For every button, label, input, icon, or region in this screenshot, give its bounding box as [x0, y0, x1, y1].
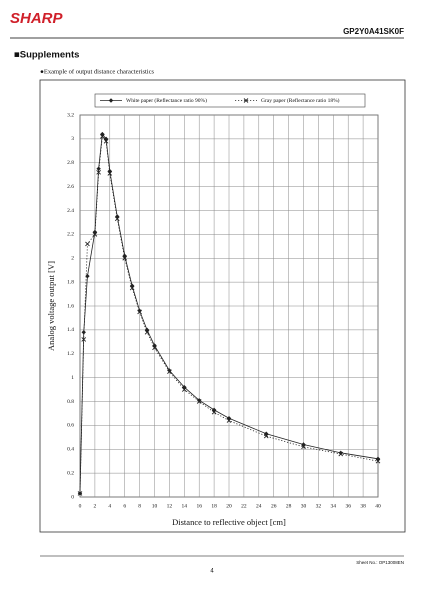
marker [100, 134, 105, 139]
marker [107, 171, 113, 176]
y-tick-label: 1.8 [67, 279, 74, 285]
y-tick-label: 1.4 [67, 327, 74, 333]
marker [108, 98, 114, 103]
x-tick-label: 24 [256, 503, 262, 509]
marker [338, 451, 344, 457]
chart-frame [39, 79, 406, 533]
x-tick-label: 20 [226, 503, 232, 509]
marker [301, 444, 306, 450]
marker [144, 329, 150, 335]
y-tick-label: 1.2 [67, 351, 74, 357]
x-tick-label: 28 [286, 503, 292, 509]
marker [263, 433, 269, 439]
x-tick-label: 4 [108, 503, 111, 509]
marker [243, 98, 249, 103]
model: GP2Y0A41SK0F [343, 27, 404, 36]
y-tick-label: 2.4 [67, 208, 74, 214]
marker [129, 283, 135, 288]
marker [103, 136, 109, 142]
caption: ●Example of output distance characterist… [40, 68, 154, 75]
y-tick-label: 1 [71, 375, 74, 381]
y-tick-label: 0.8 [67, 399, 74, 405]
y-tick-label: 2.6 [67, 184, 74, 190]
x-tick-label: 2 [94, 503, 97, 509]
marker [81, 330, 86, 335]
marker [181, 387, 187, 392]
y-tick-label: 3 [71, 136, 74, 142]
marker [375, 458, 381, 464]
legend-label: Gray paper (Reflectance ratio 18%) [261, 97, 340, 104]
logo: SHARP [10, 10, 64, 27]
marker [152, 343, 157, 348]
y-tick-label: 3.2 [67, 112, 74, 118]
marker [196, 399, 202, 404]
y-tick-label: 0.2 [67, 470, 74, 476]
marker [114, 216, 120, 222]
marker [77, 491, 83, 496]
x-tick-label: 22 [241, 503, 247, 509]
y-tick-label: 1.6 [67, 303, 74, 309]
marker [167, 368, 172, 373]
x-tick-label: 38 [360, 503, 366, 509]
x-tick-label: 14 [182, 503, 188, 509]
marker [167, 369, 172, 374]
marker [197, 398, 202, 403]
legend-label: White paper (Reflectance ratio 90%) [126, 97, 207, 104]
section-title: ■Supplements [14, 50, 79, 61]
y-axis-label: Analog voltage output [V] [46, 261, 56, 351]
y-tick-label: 0 [71, 494, 74, 500]
y-tick-label: 2 [71, 256, 74, 262]
x-axis-label: Distance to reflective object [cm] [172, 517, 286, 527]
x-tick-label: 8 [138, 503, 141, 509]
x-tick-label: 12 [167, 503, 173, 509]
marker [129, 285, 135, 291]
marker [122, 255, 128, 261]
x-tick-label: 30 [301, 503, 307, 509]
x-tick-label: 10 [152, 503, 158, 509]
marker [226, 416, 232, 421]
marker [85, 241, 90, 247]
x-tick-label: 40 [375, 503, 381, 509]
x-tick-label: 36 [345, 503, 351, 509]
marker [211, 409, 217, 415]
marker [103, 138, 109, 144]
marker [85, 273, 90, 279]
legend-box [94, 93, 366, 108]
marker [226, 418, 232, 423]
x-tick-label: 0 [79, 503, 82, 509]
marker [81, 337, 87, 342]
x-tick-label: 34 [331, 503, 337, 509]
marker [375, 456, 381, 461]
marker [92, 232, 98, 237]
y-tick-label: 2.8 [67, 160, 74, 166]
x-tick-label: 18 [211, 503, 217, 509]
x-tick-label: 6 [123, 503, 126, 509]
x-tick-label: 32 [316, 503, 322, 509]
y-tick-label: 2.2 [67, 232, 74, 238]
x-tick-label: 26 [271, 503, 277, 509]
sheet-no: Sheet No.: OP13008EN [356, 560, 404, 565]
chart: 0 0.2 0.4 0.6 0.8 1 1.2 1.4 1.6 1.8 2 2.2 2.4 2.6 2.8 3… [46, 93, 381, 527]
marker [152, 345, 157, 351]
marker [96, 169, 101, 175]
y-tick-label: 0.6 [67, 423, 74, 429]
marker [137, 309, 142, 315]
x-tick-label: 16 [196, 503, 202, 509]
y-tick-label: 0.4 [67, 447, 74, 453]
page-number: 4 [210, 569, 214, 575]
